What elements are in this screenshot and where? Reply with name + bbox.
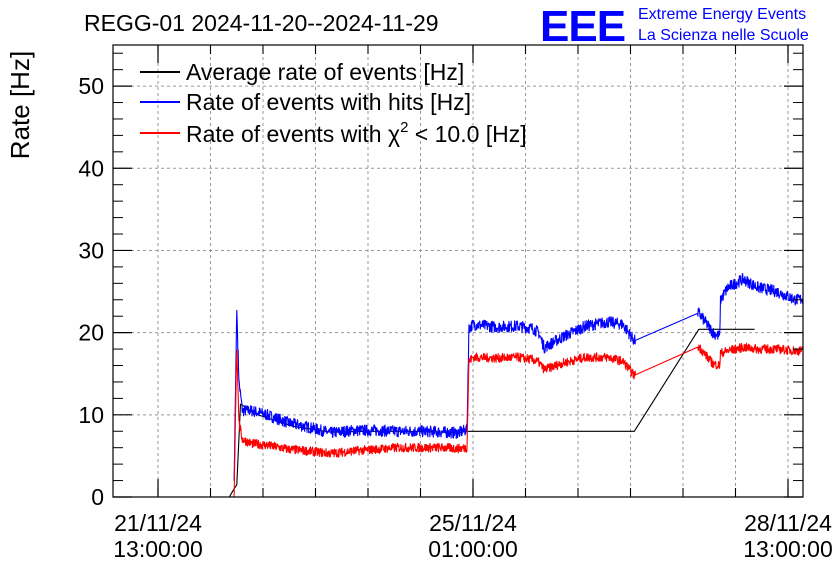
x-tick-label-time: 13:00:00 — [113, 536, 203, 562]
chart-title: REGG-01 2024-11-20--2024-11-29 — [84, 10, 439, 36]
grid — [113, 45, 803, 497]
y-tick-label: 40 — [78, 155, 104, 181]
x-tick-label-date: 28/11/24 — [744, 510, 832, 536]
x-axis: 21/11/2413:00:0025/11/2401:00:0028/11/24… — [113, 45, 833, 562]
legend-chi2-prefix: Rate of events with χ — [186, 121, 400, 147]
plot-frame — [112, 44, 804, 498]
legend-label-chi2: Rate of events with χ2 < 10.0 [Hz] — [186, 119, 527, 147]
legend-chi2-suffix: < 10.0 [Hz] — [408, 121, 526, 147]
series-line-average — [150, 328, 755, 498]
y-tick-label: 50 — [78, 73, 104, 99]
series-line-chi2 — [150, 342, 804, 498]
y-axis-label: Rate [Hz] — [5, 51, 35, 159]
x-tick-label-time: 13:00:00 — [743, 536, 833, 562]
y-tick-label: 20 — [78, 320, 104, 346]
legend-chi2-sup: 2 — [400, 119, 408, 136]
x-tick-label-date: 21/11/24 — [114, 510, 202, 536]
y-tick-label: 0 — [91, 484, 104, 510]
legend-label-hits: Rate of events with hits [Hz] — [186, 89, 471, 115]
y-tick-label: 30 — [78, 237, 104, 263]
y-tick-label: 10 — [78, 402, 104, 428]
legend: Average rate of events [Hz] Rate of even… — [140, 59, 527, 147]
logo-line-2: La Scienza nelle Scuole — [638, 27, 809, 44]
series-line-hits — [233, 273, 804, 481]
logo-line-1: Extreme Energy Events — [638, 6, 806, 23]
x-tick-label-date: 25/11/24 — [429, 510, 517, 536]
y-axis: 0 10 20 30 40 50 — [78, 52, 803, 510]
legend-label-average: Average rate of events [Hz] — [186, 59, 464, 85]
eee-logo-mark: EEE — [540, 2, 625, 51]
series-layer — [150, 273, 804, 498]
eee-logo: EEE Extreme Energy Events La Scienza nel… — [540, 2, 809, 51]
x-tick-label-time: 01:00:00 — [428, 536, 518, 562]
